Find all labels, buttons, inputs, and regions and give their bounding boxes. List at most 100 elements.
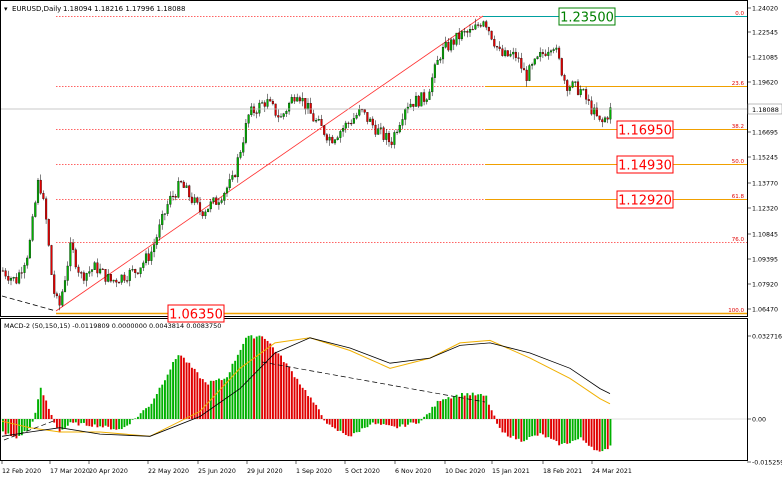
- macd-axis[interactable]: 0.0327166 0.00 -0.015259: [747, 334, 782, 467]
- fibonacci-trendline[interactable]: [55, 15, 484, 312]
- macd-histogram-bar: [164, 380, 166, 419]
- candle-body: [296, 97, 299, 102]
- candle-body: [328, 136, 331, 141]
- candle-body: [306, 103, 310, 110]
- price-axis[interactable]: 1.24020 1.22545 1.21085 1.19620 1.16695 1.152…: [747, 6, 778, 314]
- time-tick-label: 18 Feb 2021: [543, 468, 582, 475]
- macd-histogram-bar: [266, 340, 269, 419]
- candle-body: [498, 46, 501, 49]
- macd-histogram-bar: [245, 337, 247, 419]
- macd-histogram-bar: [104, 419, 107, 426]
- macd-histogram-bar: [393, 419, 396, 427]
- candle-body: [196, 197, 199, 203]
- macd-histogram-bar: [536, 419, 539, 436]
- current-price-marker: [747, 103, 782, 115]
- candle-body: [396, 131, 399, 133]
- macd-histogram-bar: [585, 419, 588, 443]
- candle-body: [355, 115, 358, 119]
- macd-histogram-bar: [560, 419, 563, 444]
- price-tick-label: 1.10845: [752, 232, 778, 239]
- candle-body: [66, 265, 69, 281]
- candle-body: [134, 269, 137, 273]
- candle-body: [250, 106, 253, 116]
- macd-dashed-trendline[interactable]: [261, 361, 486, 403]
- macd-histogram-bar: [555, 419, 558, 442]
- fibonacci-retracement[interactable]: 0.0 1.23500 23.6 38.2 1.16950 50.0 1.14930 61.8…: [56, 7, 747, 323]
- macd-histogram-bar: [236, 354, 239, 419]
- time-axis[interactable]: 12 Feb 2020 17 Mar 2020 20 Apr 2020 22 May …: [1, 461, 632, 475]
- candle-body: [417, 95, 420, 107]
- candle-body: [163, 213, 166, 215]
- candle-body: [18, 272, 21, 284]
- candle-body: [576, 81, 580, 95]
- macd-histogram-bar: [417, 419, 420, 424]
- candle-body: [347, 122, 350, 124]
- candle-body: [501, 48, 504, 56]
- price-tick-label: 1.19620: [752, 80, 778, 87]
- macd-histogram-bar: [390, 419, 393, 426]
- candle-body: [155, 237, 158, 245]
- macd-histogram-bar: [407, 419, 409, 425]
- macd-histogram-bar: [101, 419, 104, 428]
- macd-histogram-bar: [142, 410, 145, 419]
- candle-body: [204, 211, 207, 217]
- candle-body: [541, 52, 544, 55]
- candle-body: [9, 278, 13, 281]
- macd-histogram-bar: [485, 395, 488, 419]
- candle-body: [485, 21, 488, 28]
- candle-body: [525, 69, 528, 81]
- macd-histogram-bar: [282, 362, 285, 419]
- candle-body: [207, 208, 210, 213]
- price-tick-label: 1.09395: [752, 257, 778, 264]
- candle-body: [412, 103, 415, 107]
- candle-body: [58, 295, 61, 306]
- candle-body: [158, 224, 161, 238]
- macd-histogram-bar: [609, 419, 612, 446]
- fib-ratio-label: 0.0: [735, 11, 744, 17]
- candle-body: [180, 181, 183, 183]
- candle-body: [301, 97, 304, 102]
- macd-histogram-bar: [447, 397, 450, 419]
- fib-ratio-label: 50.0: [732, 159, 745, 165]
- candle-body: [552, 49, 555, 51]
- macd-main-line: [1, 337, 611, 437]
- macd-histogram-bar: [439, 401, 442, 419]
- fib-price-label: 1.14930: [618, 159, 672, 174]
- macd-histogram-bar: [579, 419, 582, 438]
- candle-body: [12, 277, 15, 279]
- macd-histogram-bar: [307, 396, 309, 419]
- candle-body: [304, 97, 307, 110]
- candle-body: [431, 77, 434, 93]
- macd-histogram-bar: [544, 419, 547, 438]
- candle-body: [517, 57, 520, 59]
- candle-body: [99, 268, 102, 274]
- macd-histogram-bar: [496, 419, 498, 424]
- macd-histogram-bar: [336, 419, 339, 431]
- macd-histogram-bar: [385, 419, 388, 425]
- candle-body: [171, 195, 175, 198]
- macd-pane[interactable]: [0, 318, 748, 461]
- macd-dashed-trendline-left[interactable]: [3, 419, 57, 441]
- candle-body: [220, 200, 223, 203]
- macd-histogram-bar: [131, 419, 134, 420]
- macd-histogram-bar: [285, 363, 288, 419]
- candle-body: [4, 270, 7, 277]
- candle-body: [333, 139, 337, 144]
- candle-body: [309, 103, 312, 114]
- macd-histogram-bar: [193, 368, 196, 419]
- macd-histogram-bar: [207, 384, 210, 419]
- macd-signal-line: [1, 337, 611, 437]
- macd-histogram-bar: [42, 395, 45, 419]
- macd-histogram-bar: [47, 408, 50, 419]
- candle-body: [188, 185, 191, 198]
- macd-histogram-bar: [93, 419, 96, 425]
- macd-histogram-bar: [10, 419, 12, 437]
- candle-body: [261, 102, 264, 104]
- price-dashed-trendline[interactable]: [1, 295, 57, 312]
- macd-histogram-bar: [261, 336, 264, 419]
- time-tick-label: 6 Nov 2020: [395, 468, 431, 475]
- candle-body: [136, 272, 139, 274]
- macd-histogram-bar: [258, 335, 261, 419]
